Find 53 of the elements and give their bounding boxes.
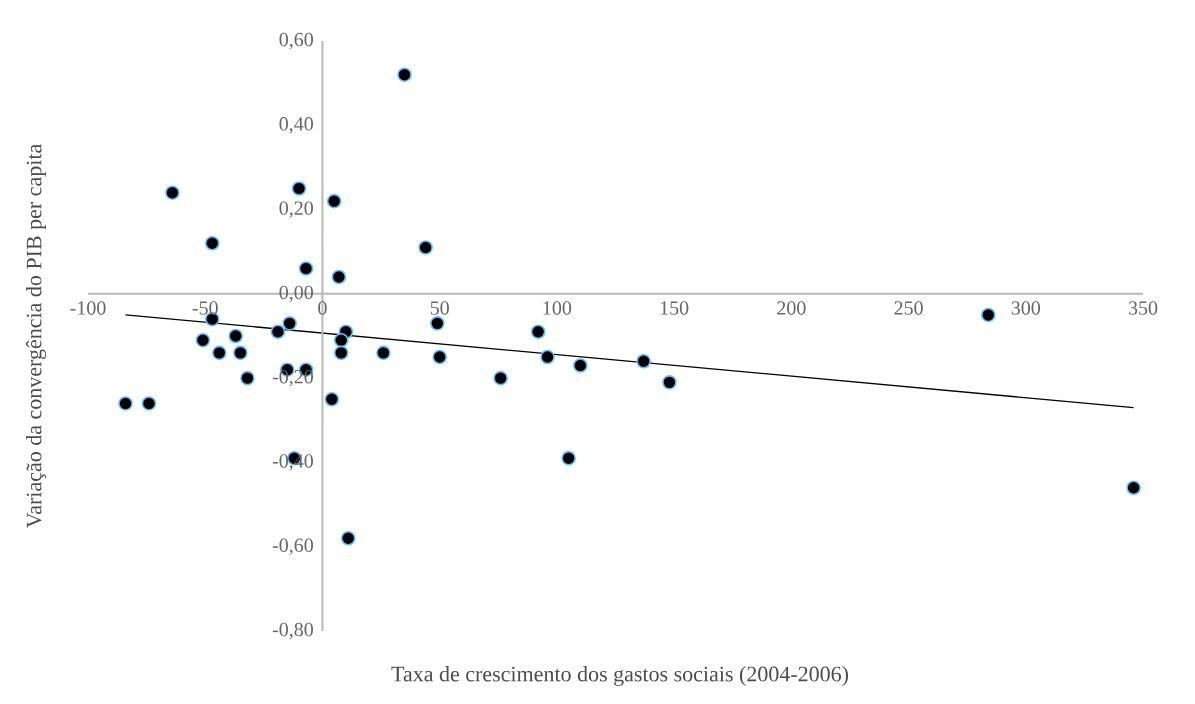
x-tick-label: -100 bbox=[70, 301, 106, 315]
point bbox=[141, 396, 157, 411]
x-tick-label: 300 bbox=[1011, 301, 1041, 315]
x-tick-label: 200 bbox=[777, 301, 806, 315]
y-axis-title: Variação da convergência do PIB per capita bbox=[25, 144, 47, 528]
point bbox=[430, 316, 445, 331]
point bbox=[270, 324, 286, 340]
x-axis-title: Taxa de crescimento dos gastos sociais (2004-2006) bbox=[391, 665, 849, 686]
point bbox=[376, 345, 391, 361]
x-tick-label: 0 bbox=[318, 301, 327, 315]
point bbox=[573, 358, 588, 373]
y-tick-label: 0,20 bbox=[279, 201, 313, 218]
point bbox=[204, 235, 220, 251]
x-tick-label: 150 bbox=[660, 301, 689, 315]
point bbox=[211, 345, 227, 361]
point bbox=[418, 240, 433, 255]
point bbox=[331, 269, 347, 285]
point bbox=[118, 396, 133, 411]
point bbox=[195, 332, 211, 348]
point bbox=[980, 307, 996, 323]
point bbox=[636, 353, 651, 369]
point bbox=[561, 450, 576, 466]
point bbox=[540, 349, 555, 365]
point bbox=[165, 185, 180, 201]
point bbox=[340, 530, 356, 546]
point bbox=[324, 391, 340, 407]
y-tick-label: 0,40 bbox=[279, 117, 313, 134]
point bbox=[233, 345, 248, 361]
x-tick-label: -50 bbox=[192, 301, 218, 315]
point bbox=[432, 349, 447, 365]
point bbox=[240, 370, 255, 386]
point bbox=[291, 181, 307, 196]
y-tick-label: 0,00 bbox=[279, 285, 313, 303]
x-tick-label: 50 bbox=[430, 301, 449, 315]
point bbox=[298, 261, 314, 276]
y-tick-label: -0,60 bbox=[272, 538, 313, 555]
point bbox=[333, 332, 349, 348]
point bbox=[662, 375, 677, 390]
x-tick-label: 350 bbox=[1128, 301, 1158, 315]
point bbox=[228, 328, 243, 344]
x-tick-label: 250 bbox=[894, 301, 923, 315]
point bbox=[493, 370, 508, 386]
y-tick-label: -0,80 bbox=[272, 622, 313, 640]
y-tick-label: -0,40 bbox=[272, 454, 313, 471]
point bbox=[282, 316, 297, 331]
point bbox=[333, 345, 349, 361]
x-tick-label: 100 bbox=[543, 301, 572, 315]
point bbox=[326, 193, 342, 209]
point bbox=[1126, 480, 1141, 496]
y-tick-label: -0,20 bbox=[272, 369, 313, 387]
point bbox=[530, 324, 546, 340]
y-tick-label: 0,60 bbox=[279, 32, 313, 50]
point bbox=[397, 67, 412, 83]
